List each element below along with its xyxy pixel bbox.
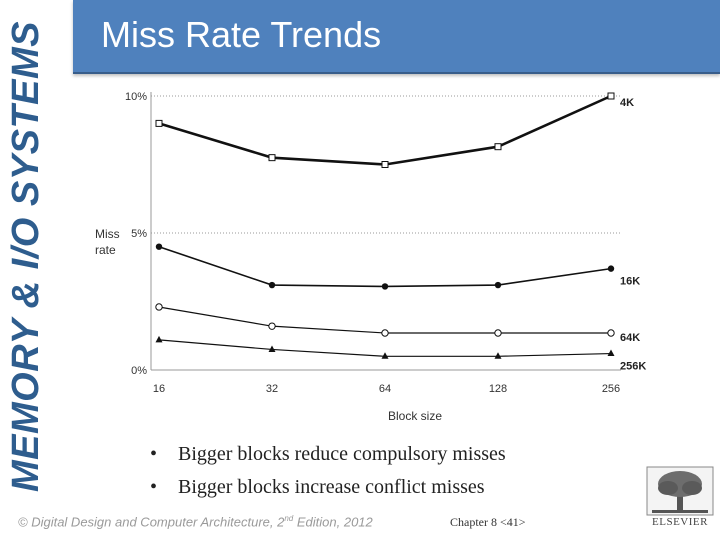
- y-axis-label: rate: [95, 243, 116, 257]
- data-point-64K: [607, 329, 615, 337]
- copyright-prefix: © Digital Design and Computer Architectu…: [18, 514, 285, 530]
- data-point-256K: [155, 335, 163, 343]
- x-tick-label: 16: [153, 383, 165, 395]
- x-tick-label: 128: [489, 383, 507, 395]
- x-tick-label: 64: [379, 383, 391, 395]
- bullet-dot: •: [150, 476, 158, 498]
- data-point-64K: [155, 303, 163, 311]
- data-point-256K: [607, 349, 615, 357]
- series-label-16K: 16K: [620, 276, 640, 288]
- y-tick-label: 10%: [125, 91, 147, 103]
- chapter-number: Chapter 8 <41>: [450, 515, 526, 529]
- series-label-256K: 256K: [620, 361, 646, 373]
- copyright-sup: nd: [284, 514, 294, 523]
- tree-logo-icon: [646, 466, 714, 516]
- data-point-4K: [381, 161, 389, 168]
- data-point-4K: [494, 143, 502, 151]
- data-point-256K: [494, 352, 502, 359]
- bullet-dot: •: [150, 443, 158, 465]
- data-point-16K: [268, 281, 276, 289]
- data-point-64K: [494, 329, 502, 337]
- title-bar: Miss Rate Trends: [73, 0, 720, 74]
- data-point-256K: [381, 352, 389, 359]
- bullet-text: Bigger blocks increase conflict misses: [178, 476, 485, 498]
- bullet-list: • Bigger blocks reduce compulsory misses …: [150, 438, 506, 504]
- data-point-16K: [381, 283, 389, 290]
- series-line-4K: [158, 94, 612, 166]
- series-label-64K: 64K: [620, 332, 640, 344]
- data-point-4K: [268, 154, 276, 162]
- x-tick-label: 32: [266, 383, 278, 395]
- data-point-4K: [155, 119, 163, 127]
- series-line-64K: [158, 306, 611, 334]
- data-point-64K: [268, 322, 276, 330]
- bullet-item: • Bigger blocks reduce compulsory misses: [150, 438, 506, 471]
- copyright-suffix: Edition, 2012: [293, 514, 373, 530]
- bullet-item: • Bigger blocks increase conflict misses: [150, 471, 506, 504]
- y-tick-label: 5%: [131, 228, 147, 240]
- series-line-16K: [158, 245, 612, 288]
- data-point-16K: [155, 243, 163, 250]
- y-axis-label: Miss: [95, 227, 120, 241]
- series-label-4K: 4K: [620, 97, 634, 109]
- data-point-64K: [381, 329, 389, 337]
- y-tick-label: 0%: [131, 365, 147, 377]
- footer-copyright: © Digital Design and Computer Architectu…: [18, 514, 373, 529]
- data-point-16K: [607, 265, 615, 272]
- x-axis-label: Block size: [388, 409, 442, 423]
- bullet-text: Bigger blocks reduce compulsory misses: [178, 443, 506, 465]
- data-point-16K: [494, 281, 502, 289]
- elsevier-wordmark: ELSEVIER: [652, 516, 708, 528]
- page-title: Miss Rate Trends: [101, 14, 382, 55]
- x-tick-label: 256: [602, 383, 620, 395]
- data-point-4K: [607, 92, 615, 100]
- data-point-256K: [268, 345, 276, 352]
